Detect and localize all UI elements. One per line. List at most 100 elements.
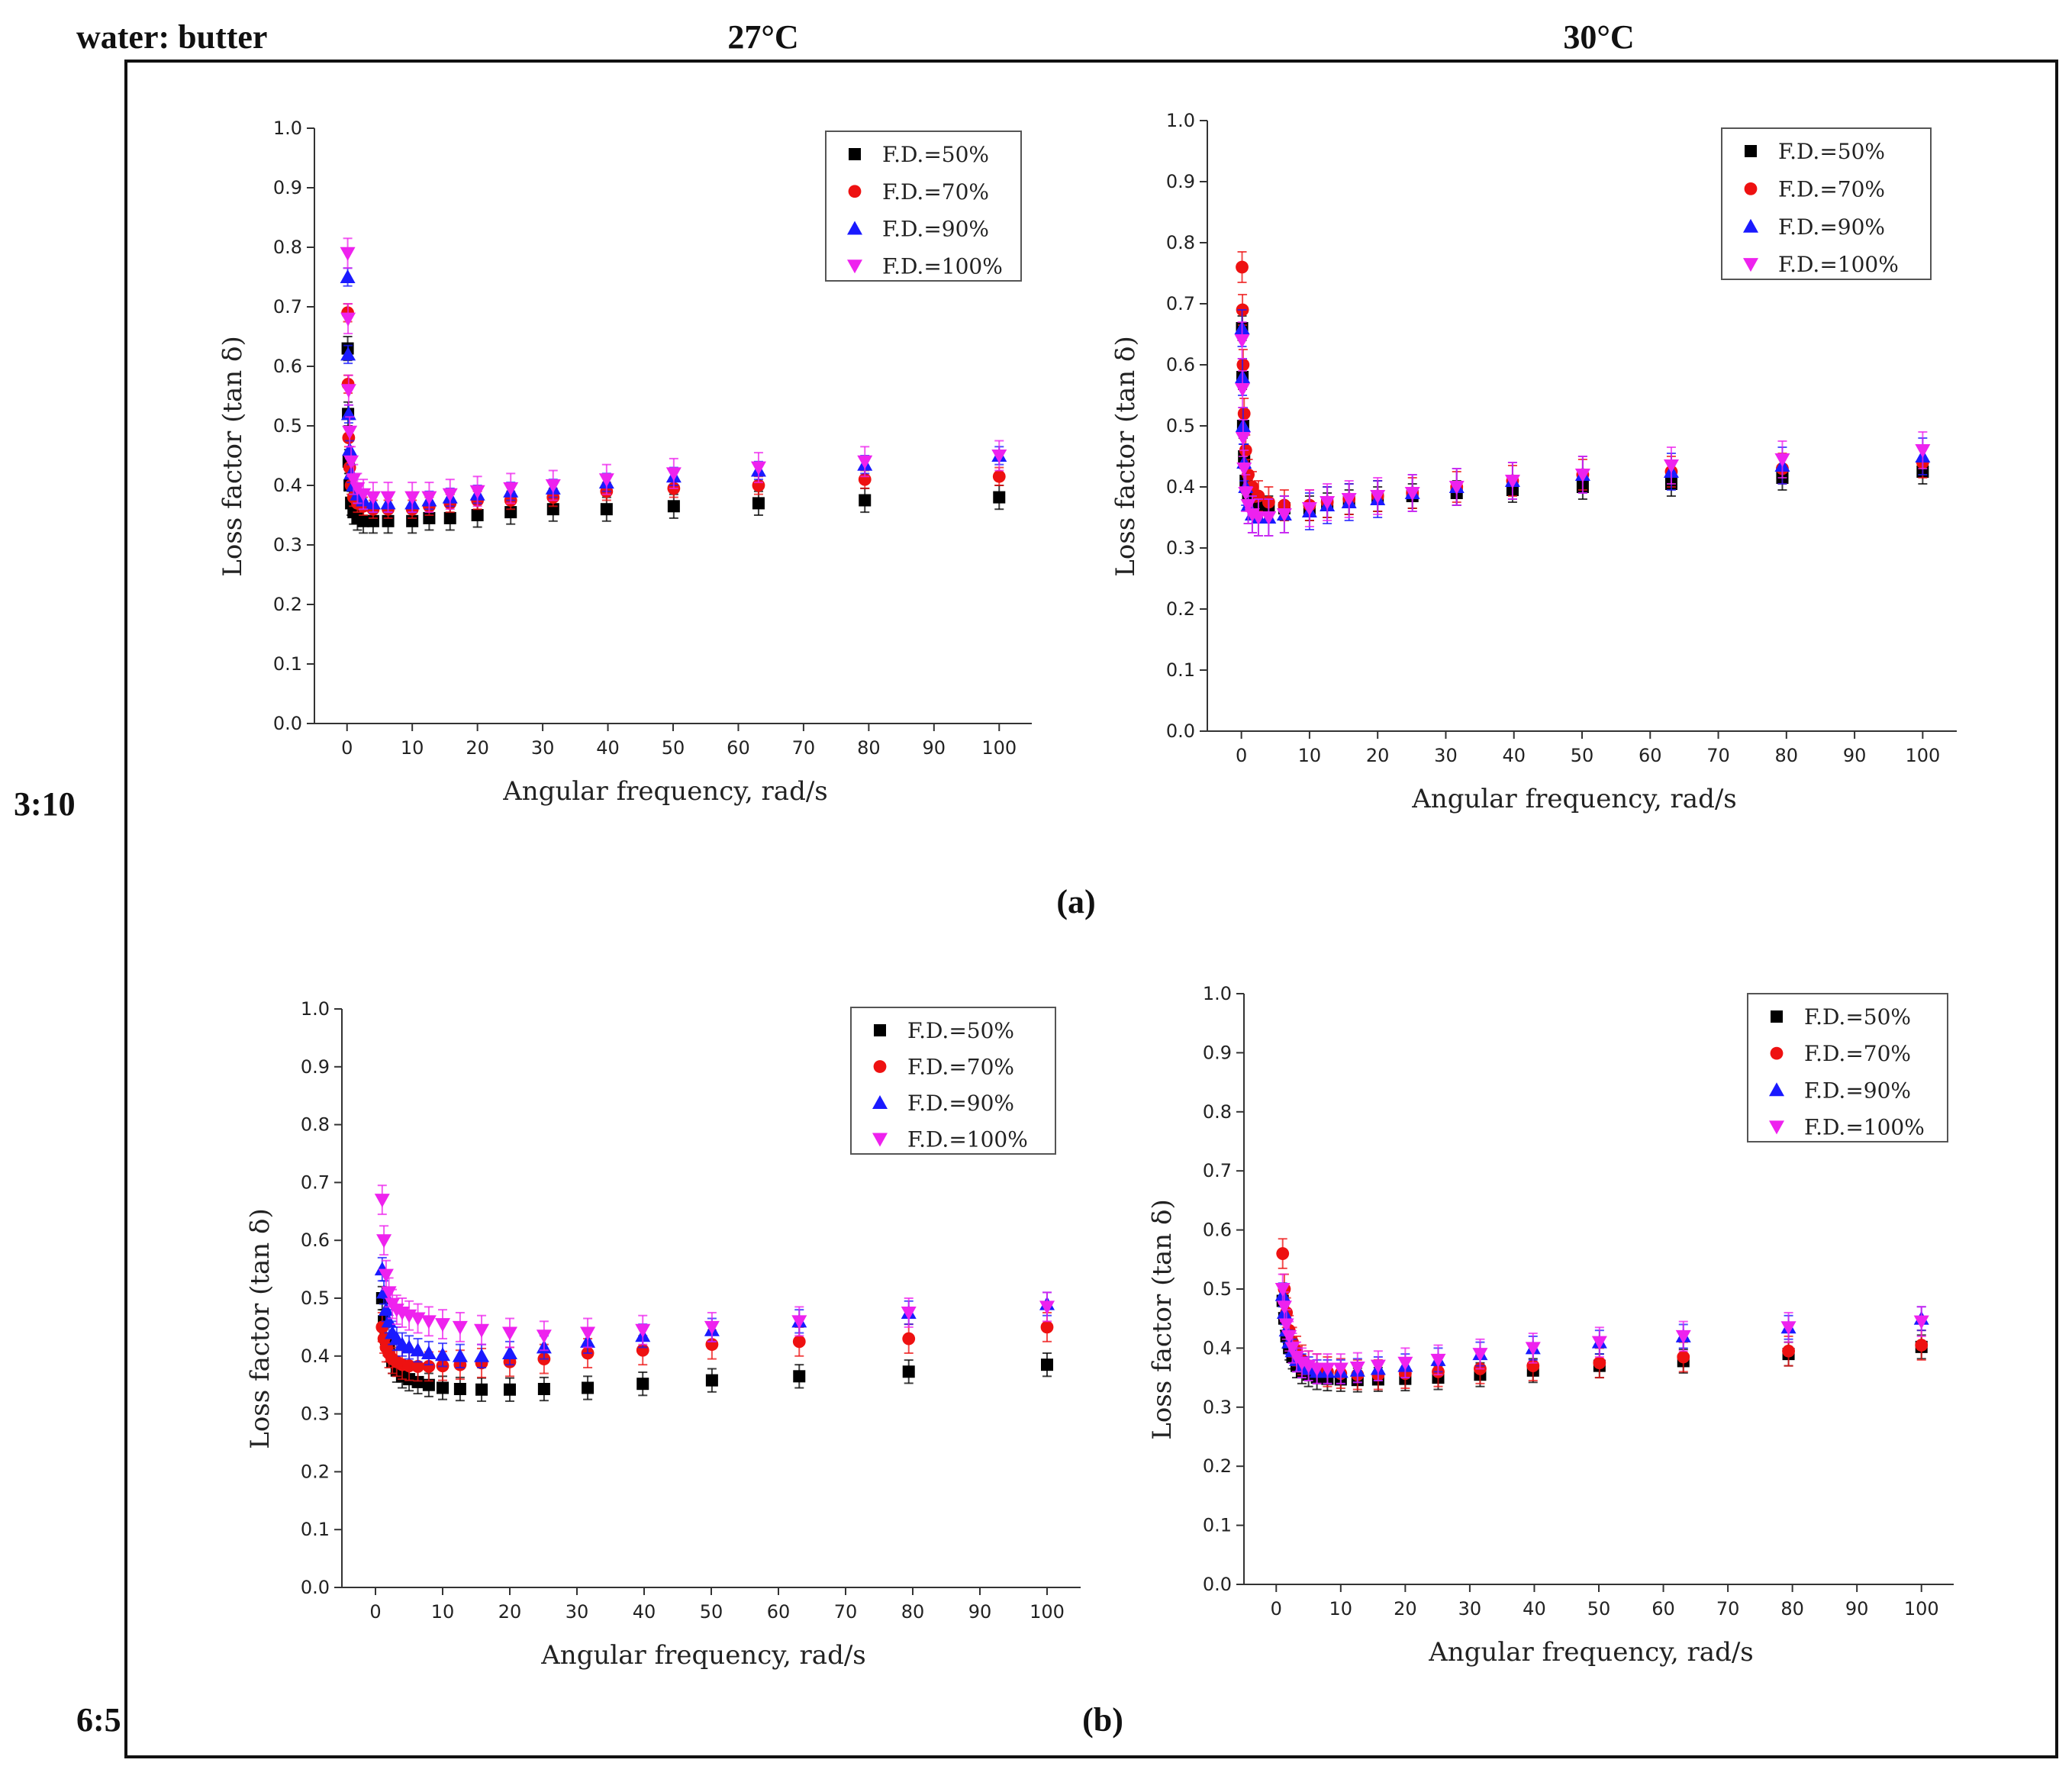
data-point xyxy=(1320,1362,1336,1377)
data-point xyxy=(993,491,1006,504)
x-tick-label: 100 xyxy=(1904,1598,1939,1619)
x-tick-label: 40 xyxy=(633,1601,656,1623)
col-header-30c: 30°C xyxy=(1563,18,1634,56)
data-point xyxy=(1039,1300,1055,1315)
chart-a-27c: 0.0 0.1 0.2 0.3 0.4 0.5 0.6 0.7 0.8 0.9 1.0 0 10 20 30… xyxy=(218,118,1032,807)
x-axis-title: Angular frequency, rad/s xyxy=(540,1640,866,1671)
data-point xyxy=(582,1381,595,1394)
legend-label-f-d-90: F.D.=90% xyxy=(1778,214,1885,240)
y-tick-label: 0.5 xyxy=(301,1288,330,1309)
data-point xyxy=(598,473,614,488)
data-point xyxy=(792,1335,806,1349)
chart-a-30c: 0.0 0.1 0.2 0.3 0.4 0.5 0.6 0.7 0.8 0.9 1.0 0 10 20 30… xyxy=(1110,110,1957,814)
y-tick-label: 0.7 xyxy=(1203,1160,1232,1181)
x-tick-label: 10 xyxy=(1298,745,1322,766)
legend-label-f-d-50: F.D.=50% xyxy=(1804,1004,1911,1030)
data-point xyxy=(752,497,765,510)
y-tick-label: 0.3 xyxy=(273,534,302,556)
data-point xyxy=(1320,496,1336,510)
y-tick-label: 0.7 xyxy=(1166,293,1195,314)
data-point xyxy=(704,1320,720,1335)
y-tick-label: 0.2 xyxy=(301,1461,330,1482)
data-point xyxy=(443,511,456,524)
data-point xyxy=(442,488,458,502)
x-tick-label: 60 xyxy=(727,737,750,759)
data-point xyxy=(1915,444,1931,458)
data-point xyxy=(1238,487,1254,501)
y-tick-label: 1.0 xyxy=(273,118,302,139)
data-point xyxy=(635,1323,651,1338)
data-point xyxy=(1782,1344,1795,1358)
legend-marker-f-d-100 xyxy=(1769,1120,1784,1135)
y-tick-label: 1.0 xyxy=(301,998,330,1020)
data-point xyxy=(474,1323,490,1338)
y-tick-label: 0.1 xyxy=(1166,659,1195,681)
data-point xyxy=(452,1348,468,1362)
legend-label-f-d-100: F.D.=100% xyxy=(907,1127,1028,1152)
data-point xyxy=(1276,1300,1292,1315)
y-tick-label: 0.1 xyxy=(273,653,302,675)
figure-frame xyxy=(124,60,2058,1758)
y-tick-label: 0.6 xyxy=(273,356,302,377)
data-point xyxy=(857,455,873,469)
legend-marker-f-d-70 xyxy=(1770,1046,1784,1060)
data-point xyxy=(1663,459,1679,473)
x-tick-label: 90 xyxy=(1845,1598,1869,1619)
data-point xyxy=(380,491,396,505)
x-tick-label: 30 xyxy=(1434,745,1458,766)
y-tick-label: 0.5 xyxy=(1203,1278,1232,1300)
data-point xyxy=(1236,260,1249,274)
data-point xyxy=(1504,475,1520,488)
data-point xyxy=(580,1326,596,1341)
y-tick-label: 0.1 xyxy=(1203,1515,1232,1536)
x-tick-label: 60 xyxy=(1639,745,1662,766)
x-tick-label: 100 xyxy=(1905,745,1940,766)
x-tick-label: 70 xyxy=(792,737,816,759)
x-tick-label: 30 xyxy=(531,737,555,759)
data-point xyxy=(1591,1336,1607,1350)
x-tick-label: 90 xyxy=(968,1601,992,1623)
legend-marker-f-d-100 xyxy=(847,259,862,274)
y-tick-label: 0.7 xyxy=(301,1171,330,1193)
data-point xyxy=(1040,1320,1054,1334)
series-f-d-100 xyxy=(374,1184,1055,1352)
y-tick-label: 0.4 xyxy=(1166,476,1195,498)
data-point xyxy=(342,425,358,440)
y-tick-label: 0.9 xyxy=(1203,1042,1232,1063)
x-tick-label: 40 xyxy=(1523,1598,1546,1619)
data-point xyxy=(1341,493,1357,507)
data-point xyxy=(502,1346,517,1360)
data-point xyxy=(1274,1283,1291,1297)
data-point xyxy=(376,1234,392,1249)
x-tick-label: 100 xyxy=(1030,1601,1065,1623)
legend-label-f-d-70: F.D.=70% xyxy=(882,179,989,205)
x-tick-label: 80 xyxy=(1775,745,1799,766)
y-tick-label: 0.9 xyxy=(1166,171,1195,192)
x-tick-label: 90 xyxy=(1843,745,1867,766)
x-tick-label: 50 xyxy=(1571,745,1594,766)
chart-b-27c: 0.0 0.1 0.2 0.3 0.4 0.5 0.6 0.7 0.8 0.9 1.0 0 10 20 30… xyxy=(245,998,1081,1671)
y-tick-label: 0.7 xyxy=(273,296,302,317)
panel-label-b: (b) xyxy=(1082,1701,1123,1739)
x-tick-label: 40 xyxy=(596,737,620,759)
legend-marker-f-d-90 xyxy=(1769,1082,1784,1097)
data-point xyxy=(1276,1247,1290,1260)
data-point xyxy=(1404,487,1420,501)
data-point xyxy=(705,1374,718,1387)
data-point xyxy=(474,1348,490,1362)
data-point xyxy=(1236,462,1252,476)
data-point xyxy=(537,1383,550,1396)
y-tick-label: 0.3 xyxy=(1166,537,1195,559)
data-point xyxy=(1276,508,1292,522)
legend-marker-f-d-50 xyxy=(874,1024,886,1036)
data-point xyxy=(859,494,872,507)
data-point xyxy=(435,1347,450,1362)
data-point xyxy=(342,442,358,456)
y-tick-label: 0.0 xyxy=(301,1577,330,1598)
y-tick-label: 1.0 xyxy=(1166,110,1195,131)
data-point xyxy=(1041,1358,1053,1371)
x-tick-label: 0 xyxy=(1236,745,1247,766)
legend-label-f-d-70: F.D.=70% xyxy=(1778,176,1885,201)
legend-label-f-d-100: F.D.=100% xyxy=(882,253,1003,279)
